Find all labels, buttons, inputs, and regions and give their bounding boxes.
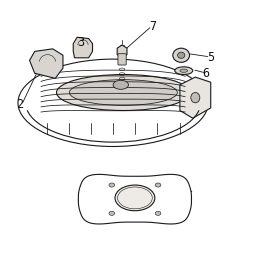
Text: 2: 2 <box>16 98 23 111</box>
Text: 6: 6 <box>202 67 209 80</box>
Text: 5: 5 <box>207 51 214 64</box>
Ellipse shape <box>115 185 155 211</box>
Ellipse shape <box>191 93 200 103</box>
Ellipse shape <box>155 183 161 187</box>
Ellipse shape <box>18 59 208 146</box>
Ellipse shape <box>180 69 188 72</box>
Ellipse shape <box>69 80 177 105</box>
Polygon shape <box>180 77 211 118</box>
Ellipse shape <box>109 211 115 215</box>
Polygon shape <box>30 49 63 78</box>
Ellipse shape <box>109 183 115 187</box>
Ellipse shape <box>155 211 161 215</box>
Polygon shape <box>117 45 127 58</box>
Text: 3: 3 <box>77 36 85 49</box>
Ellipse shape <box>175 67 193 75</box>
Ellipse shape <box>113 80 128 89</box>
Ellipse shape <box>178 52 185 58</box>
FancyBboxPatch shape <box>118 54 126 65</box>
Polygon shape <box>73 37 93 58</box>
Ellipse shape <box>173 48 190 62</box>
Text: 7: 7 <box>149 21 157 33</box>
Polygon shape <box>78 174 191 224</box>
Ellipse shape <box>57 75 190 111</box>
